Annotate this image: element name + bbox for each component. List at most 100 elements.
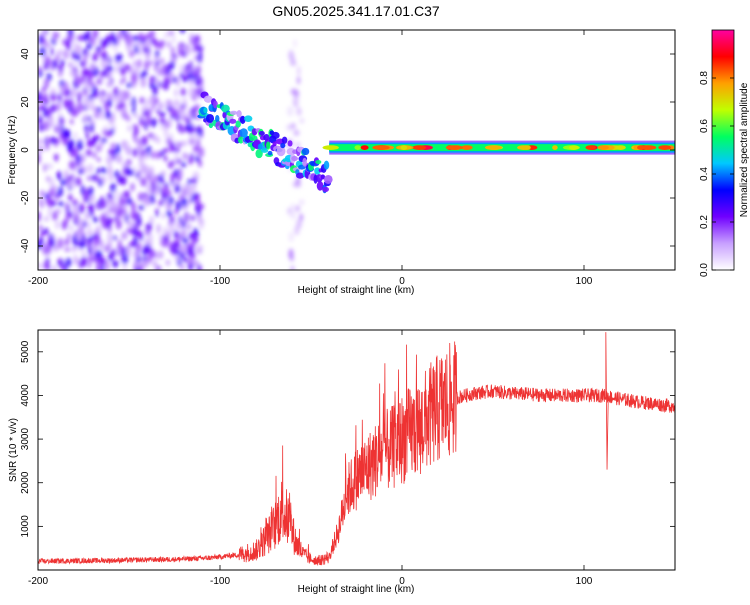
spectrogram-noise-blob — [75, 77, 82, 87]
spectrogram-signal-blob — [320, 174, 326, 180]
spectrogram-noise-blob — [122, 76, 126, 83]
spectrogram-noise-blob — [47, 120, 54, 129]
spectrogram-signal-blob — [235, 120, 241, 128]
spectrogram-noise-blob — [46, 163, 53, 170]
spectrogram-noise-blob — [165, 259, 171, 266]
spectrogram-noise-blob — [199, 203, 205, 210]
spectrogram-noise-blob — [126, 197, 133, 205]
spectrogram-noise-blob — [113, 86, 119, 98]
spectrogram-noise-blob — [139, 157, 145, 168]
spectrogram-noise-blob — [60, 178, 67, 186]
spectrogram-signal-blob — [302, 157, 307, 167]
spectrogram-noise-blob — [179, 264, 185, 270]
spectrogram-noise-blob — [177, 42, 183, 50]
spectrogram-noise-blob — [103, 51, 108, 62]
snr-y-tick-label: 3000 — [20, 428, 31, 451]
spectrogram-noise-blob — [126, 33, 133, 46]
spectrogram-x-tick-label: -200 — [28, 276, 48, 287]
spectrogram-noise-blob — [51, 59, 58, 69]
spectrogram-noise-blob — [107, 165, 113, 177]
spectrogram-noise-blob — [92, 216, 99, 223]
spectrogram-noise-blob — [39, 190, 46, 197]
spectrogram-noise-blob — [39, 46, 46, 57]
spectrogram-noise-blob — [169, 106, 177, 117]
spectrogram-signal-peak — [400, 145, 408, 151]
spectrogram-noise-blob — [100, 58, 106, 69]
spectrogram-x-tick-label: -100 — [210, 276, 230, 287]
spectrogram-signal-blob — [261, 148, 269, 153]
spectrogram-noise-blob — [192, 260, 199, 266]
spectrogram-noise-blob — [294, 96, 300, 106]
spectrogram-noise-blob — [59, 84, 64, 94]
spectrogram-noise-blob — [86, 221, 92, 229]
spectrogram-noise-blob — [60, 59, 65, 67]
spectrogram-noise-blob — [54, 153, 58, 163]
spectrogram-noise-blob — [53, 32, 60, 38]
spectrogram-noise-blob — [298, 199, 305, 205]
spectrogram-signal-blob — [315, 160, 322, 165]
colorbar-ticks: 0.0 0.2 0.4 0.6 0.8 — [699, 71, 734, 277]
spectrogram-noise-blob — [162, 185, 170, 195]
spectrogram-noise-blob — [147, 112, 151, 119]
spectrogram-noise-blob — [38, 110, 41, 118]
spectrogram-noise-blob — [106, 208, 111, 215]
spectrogram-noise-blob — [102, 167, 107, 174]
spectrogram-noise-blob — [98, 178, 103, 188]
spectrogram-noise-blob — [55, 192, 59, 200]
spectrogram-signal-blob — [267, 150, 273, 156]
spectrogram-noise-blob — [71, 246, 78, 253]
spectrogram-noise-blob — [119, 192, 124, 204]
spectrogram-noise-blob — [45, 197, 53, 206]
spectrogram-noise-blob — [91, 106, 98, 112]
spectrogram-noise-blob — [84, 123, 89, 133]
spectrogram-noise-blob — [160, 150, 164, 158]
spectrogram-noise-blob — [293, 129, 300, 137]
spectrogram-noise-blob — [100, 71, 105, 78]
spectrogram-noise-blob — [188, 232, 195, 240]
spectrogram-noise-blob — [56, 49, 64, 56]
spectrogram-noise-blob — [286, 124, 292, 131]
spectrogram-signal-peak — [322, 145, 339, 151]
spectrogram-noise-blob — [166, 41, 171, 49]
spectrogram-noise-blob — [48, 115, 54, 122]
spectrogram-noise-blob — [85, 132, 89, 140]
spectrogram-noise-blob — [99, 214, 107, 224]
spectrogram-noise-blob — [149, 193, 155, 205]
spectrogram-noise-blob — [173, 100, 180, 108]
spectrogram-signal-blob — [295, 172, 305, 179]
spectrogram-noise-blob — [107, 232, 113, 244]
spectrogram-noise-blob — [95, 201, 101, 210]
spectrogram-noise-blob — [167, 30, 175, 37]
spectrogram-noise-blob — [288, 50, 294, 61]
spectrogram-noise-blob — [150, 250, 157, 259]
spectrogram-noise-blob — [299, 213, 303, 222]
snr-x-tick-label: -200 — [28, 576, 48, 587]
spectrogram-noise-blob — [123, 190, 130, 198]
spectrogram-noise-blob — [112, 235, 117, 241]
spectrogram-noise-blob — [141, 135, 148, 146]
spectrogram-noise-blob — [147, 253, 152, 264]
spectrogram-noise-blob — [87, 203, 95, 214]
spectrogram-noise-blob — [84, 212, 90, 220]
spectrogram-noise-blob — [182, 237, 189, 245]
spectrogram-noise-blob — [77, 168, 84, 175]
spectrogram-noise-blob — [82, 220, 87, 228]
spectrogram-noise-blob — [133, 112, 138, 119]
spectrogram-noise-blob — [297, 65, 301, 76]
spectrogram-noise-blob — [77, 93, 82, 104]
spectrogram-signal-blob — [244, 115, 253, 122]
spectrogram-signal — [197, 91, 675, 194]
spectrogram-noise-blob — [186, 123, 192, 132]
spectrogram-signal-blob — [322, 186, 329, 193]
spectrogram-signal-blob — [301, 147, 310, 156]
spectrogram-noise-blob — [58, 71, 63, 77]
spectrogram-noise-blob — [163, 147, 169, 154]
spectrogram-noise-blob — [52, 211, 58, 221]
spectrogram-noise-blob — [44, 43, 52, 49]
spectrogram-noise-blob — [149, 30, 156, 38]
spectrogram-noise-blob — [83, 188, 90, 199]
spectrogram-noise-blob — [132, 212, 138, 221]
spectrogram-noise-blob — [97, 157, 101, 163]
spectrogram-noise-blob — [199, 220, 204, 230]
spectrogram-noise-blob — [38, 210, 42, 223]
